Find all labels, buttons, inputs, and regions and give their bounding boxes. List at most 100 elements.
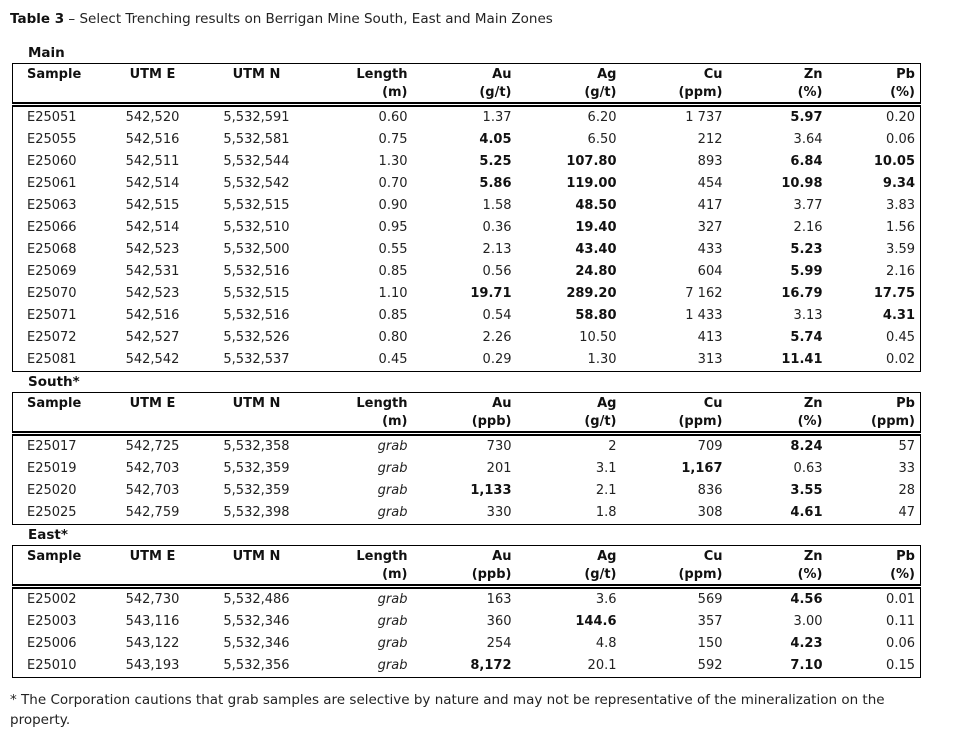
table-cell: 150: [697, 636, 723, 651]
table-cell: E25010: [27, 658, 77, 673]
table-cell: 0.95: [378, 220, 408, 235]
table-row: E25055 542,516 5,532,581 0.75 4.05 6.50 212 3.6…: [13, 129, 921, 151]
table-cell: 1.56: [886, 220, 915, 235]
column-header: Au (g/t): [412, 63, 517, 107]
table-cell: grab: [377, 614, 408, 629]
table-cell: 0.06: [886, 636, 915, 651]
table-cell: 5,532,486: [223, 592, 290, 607]
table-cell: 360: [486, 614, 512, 629]
table-cell: 5.23: [790, 242, 823, 257]
table-cell: 542,523: [125, 286, 180, 301]
table-cell: grab: [377, 658, 408, 673]
column-header: Zn (%): [727, 545, 828, 589]
table-cell: 7.10: [790, 658, 823, 673]
table-row: E25070 542,523 5,532,515 1.10 19.71 289.20 7 1…: [13, 283, 921, 305]
table-cell: 4.23: [790, 636, 823, 651]
table-cell: 542,527: [125, 330, 180, 345]
table-cell: 5,532,356: [223, 658, 290, 673]
table-cell: 569: [697, 592, 723, 607]
table-cell: 543,116: [125, 614, 180, 629]
main-zone-table: Sample UTM E UTM N Length (m) Au (g/t) Ag (g/t) C…: [12, 63, 921, 372]
table-cell: 3.1: [595, 461, 617, 476]
table-cell: 542,516: [125, 308, 180, 323]
table-cell: 0.45: [886, 330, 915, 345]
table-cell: 3.77: [793, 198, 823, 213]
table-cell: 604: [697, 264, 723, 279]
table-cell: 119.00: [566, 176, 617, 191]
table-cell: 4.56: [790, 592, 823, 607]
column-header: Zn (%): [727, 63, 828, 107]
table-cell: 0.45: [378, 352, 408, 367]
table-cell: grab: [377, 483, 408, 498]
table-cell: 20.1: [587, 658, 617, 673]
table-row: E25010 543,193 5,532,356 grab 8,172 20.1 592 7.…: [13, 655, 921, 678]
table-cell: E25071: [27, 308, 77, 323]
column-header: UTM N: [202, 545, 311, 589]
column-header: UTM E: [102, 545, 203, 589]
table-cell: E25020: [27, 483, 77, 498]
table-cell: E25061: [27, 176, 77, 191]
table-cell: 5.99: [790, 264, 823, 279]
table-row: E25071 542,516 5,532,516 0.85 0.54 58.80 1 433…: [13, 305, 921, 327]
table-cell: 1.10: [378, 286, 408, 301]
table-cell: 43.40: [575, 242, 617, 257]
table-cell: 313: [697, 352, 723, 367]
table-cell: 24.80: [575, 264, 617, 279]
table-cell: 4.05: [479, 132, 512, 147]
grab-sample-footnote: * The Corporation cautions that grab sam…: [10, 692, 885, 728]
table-cell: 433: [697, 242, 723, 257]
table-cell: 3.83: [886, 198, 915, 213]
column-header: UTM N: [202, 392, 311, 436]
table-cell: 16.79: [781, 286, 823, 301]
south-zone-header-row: Sample UTM E UTM N Length (m) Au (ppb) Ag (g/t) C…: [12, 392, 921, 436]
table-row: E25006 543,122 5,532,346 grab 254 4.8 150 4.23 0…: [13, 633, 921, 655]
table-cell: E25081: [27, 352, 77, 367]
table-cell: 0.15: [886, 658, 915, 673]
table-cell: 893: [697, 154, 723, 169]
table-cell: 0.36: [482, 220, 512, 235]
table-cell: 0.75: [378, 132, 408, 147]
table-cell: 58.80: [575, 308, 617, 323]
east-zone-table: Sample UTM E UTM N Length (m) Au (ppb) Ag (g/t) C…: [12, 545, 921, 678]
table-cell: 28: [898, 483, 915, 498]
table-row: E25002 542,730 5,532,486 grab 163 3.6 569 4.56 0…: [13, 587, 921, 612]
table-cell: 0.85: [378, 264, 408, 279]
table-cell: 0.70: [378, 176, 408, 191]
table-cell: 19.40: [575, 220, 617, 235]
table-cell: 2.13: [482, 242, 512, 257]
table-cell: 542,516: [125, 132, 180, 147]
table-cell: E25063: [27, 198, 77, 213]
table-cell: 5.74: [790, 330, 823, 345]
table-cell: 5,532,346: [223, 614, 290, 629]
table-cell: 0.01: [886, 592, 915, 607]
column-header: Zn (%): [727, 392, 828, 436]
column-header: Ag (g/t): [516, 392, 622, 436]
table-cell: 5,532,515: [223, 198, 290, 213]
table-cell: 163: [486, 592, 512, 607]
table-cell: 542,703: [125, 461, 180, 476]
table-row: E25063 542,515 5,532,515 0.90 1.58 48.50 417 3.…: [13, 195, 921, 217]
table-cell: 592: [697, 658, 723, 673]
table-cell: 3.64: [793, 132, 823, 147]
table-cell: 542,511: [125, 154, 180, 169]
table-cell: 7 162: [685, 286, 723, 301]
table-cell: 413: [697, 330, 723, 345]
table-cell: 836: [697, 483, 723, 498]
table-cell: E25017: [27, 439, 77, 454]
table-cell: 0.56: [482, 264, 512, 279]
table-cell: E25003: [27, 614, 77, 629]
table-row: E25025 542,759 5,532,398 grab 330 1.8 308 4.61 4…: [13, 502, 921, 525]
table-cell: E25060: [27, 154, 77, 169]
table-cell: 357: [697, 614, 723, 629]
table-cell: grab: [377, 461, 408, 476]
table-cell: E25055: [27, 132, 77, 147]
table-cell: 542,523: [125, 242, 180, 257]
table-cell: 2.16: [793, 220, 823, 235]
table-row: E25060 542,511 5,532,544 1.30 5.25 107.80 893 6…: [13, 151, 921, 173]
table-cell: 5,532,515: [223, 286, 290, 301]
table-cell: 542,520: [125, 110, 180, 125]
table-cell: 5,532,510: [223, 220, 290, 235]
table-cell: 4.8: [595, 636, 617, 651]
table-cell: 542,730: [125, 592, 180, 607]
